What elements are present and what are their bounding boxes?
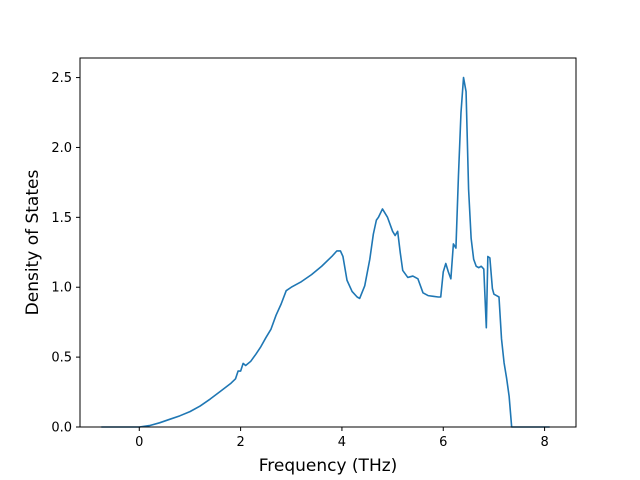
axes-frame — [79, 57, 577, 428]
y-axis-label: Density of States — [23, 170, 43, 316]
x-axis-label: Frequency (THz) — [259, 456, 398, 476]
y-tick-label: 0.0 — [51, 421, 72, 436]
x-tick-label: 4 — [338, 435, 346, 450]
x-tick-label: 2 — [236, 435, 244, 450]
x-tick-label: 8 — [540, 435, 548, 450]
tick-marks — [76, 77, 546, 431]
y-tick-label: 2.0 — [51, 141, 72, 156]
y-tick-label: 0.5 — [51, 351, 72, 366]
y-tick-label: 1.5 — [51, 211, 72, 226]
y-tick-label: 1.0 — [51, 281, 72, 296]
dos-series-line-0 — [101, 76, 550, 428]
x-tick-label: 0 — [135, 435, 143, 450]
plot-area — [101, 76, 550, 428]
y-tick-label: 2.5 — [51, 71, 72, 86]
x-tick-label: 6 — [439, 435, 447, 450]
